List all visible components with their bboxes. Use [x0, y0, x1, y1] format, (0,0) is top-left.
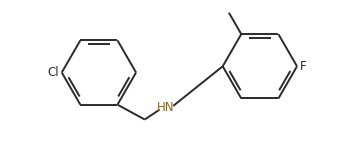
Text: Cl: Cl [47, 66, 59, 79]
Text: F: F [300, 60, 307, 73]
Text: HN: HN [157, 101, 175, 114]
